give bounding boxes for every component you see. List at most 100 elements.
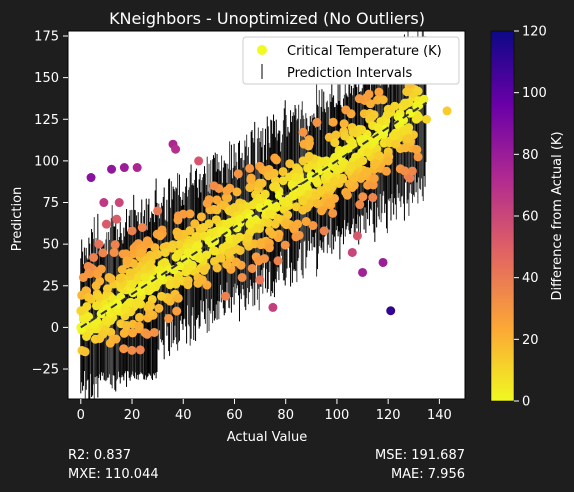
- data-point: [98, 248, 108, 258]
- data-point: [121, 249, 131, 259]
- data-point: [175, 261, 185, 271]
- data-point: [196, 212, 206, 222]
- data-point: [236, 203, 246, 213]
- data-point: [145, 260, 155, 270]
- data-point: [194, 156, 204, 166]
- data-point: [224, 248, 234, 258]
- x-axis-label: Actual Value: [227, 430, 308, 445]
- data-point: [194, 253, 204, 263]
- data-point: [95, 334, 105, 344]
- data-point: [340, 131, 350, 141]
- data-point: [281, 220, 291, 230]
- x-tick-label: 40: [175, 408, 192, 423]
- data-point: [102, 284, 112, 294]
- r2-metric: R2: 0.837: [68, 448, 132, 463]
- data-point: [311, 176, 321, 186]
- data-point: [132, 298, 142, 308]
- data-point: [337, 149, 347, 159]
- data-point: [216, 253, 226, 263]
- data-point: [145, 301, 155, 311]
- data-point: [243, 233, 253, 243]
- data-point: [127, 345, 137, 355]
- data-point: [301, 217, 311, 227]
- data-point: [185, 209, 195, 219]
- data-point: [218, 243, 228, 253]
- legend-point-marker: [257, 45, 267, 55]
- data-point: [217, 226, 227, 236]
- data-point: [403, 134, 413, 144]
- data-point: [263, 171, 273, 181]
- data-point: [111, 334, 121, 344]
- data-point: [378, 257, 388, 267]
- x-tick-label: 60: [226, 408, 243, 423]
- data-point: [413, 86, 423, 96]
- data-point: [178, 209, 188, 219]
- x-tick-label: 80: [277, 408, 294, 423]
- reference-line: [80, 101, 428, 329]
- data-point: [264, 243, 274, 253]
- data-point: [271, 181, 281, 191]
- y-tick-label: 150: [34, 71, 59, 86]
- data-point: [146, 284, 156, 294]
- data-point: [419, 94, 429, 104]
- data-point: [91, 301, 101, 311]
- data-point: [183, 247, 193, 257]
- data-point: [121, 320, 131, 330]
- y-tick-label: 125: [34, 113, 59, 128]
- data-point: [173, 231, 183, 241]
- data-point: [235, 214, 245, 224]
- data-point: [132, 163, 142, 173]
- colorbar-ticks: 0 20 40 60 80 100 120: [514, 25, 547, 410]
- data-point: [268, 229, 278, 239]
- data-point: [91, 281, 101, 291]
- data-point: [383, 156, 393, 166]
- data-point: [378, 95, 388, 105]
- data-point: [271, 201, 281, 211]
- data-point: [115, 273, 125, 283]
- data-point: [86, 173, 96, 183]
- legend-box: [242, 36, 460, 85]
- data-point: [256, 240, 266, 250]
- colorbar-tick-label: 20: [522, 333, 539, 348]
- data-point: [368, 193, 378, 203]
- data-point: [160, 247, 170, 257]
- plot-border: [67, 30, 466, 400]
- data-point: [291, 173, 301, 183]
- data-point: [190, 219, 200, 229]
- data-point: [233, 169, 243, 179]
- data-point: [145, 308, 155, 318]
- data-point: [270, 219, 280, 229]
- data-point: [222, 220, 232, 230]
- data-point: [358, 267, 368, 277]
- data-point: [149, 327, 159, 337]
- data-point: [322, 182, 332, 192]
- data-point: [301, 181, 311, 191]
- data-point: [382, 110, 392, 120]
- data-point: [165, 280, 175, 290]
- data-point: [204, 195, 214, 205]
- data-point: [78, 272, 88, 282]
- data-point: [128, 328, 138, 338]
- colorbar: [490, 30, 515, 402]
- data-point: [134, 321, 144, 331]
- data-point: [206, 228, 216, 238]
- data-point: [328, 208, 338, 218]
- data-point: [287, 179, 297, 189]
- colorbar-tick-label: 0: [522, 395, 530, 410]
- data-point: [312, 117, 322, 127]
- data-point: [341, 105, 351, 115]
- data-point: [247, 263, 257, 273]
- data-point: [372, 131, 382, 141]
- data-point: [157, 291, 167, 301]
- data-point: [294, 165, 304, 175]
- data-point: [142, 236, 152, 246]
- data-point: [342, 190, 352, 200]
- data-point: [388, 131, 398, 141]
- data-point: [339, 119, 349, 129]
- data-point: [107, 164, 117, 174]
- data-point: [197, 275, 207, 285]
- data-point: [154, 303, 164, 313]
- data-point: [110, 240, 120, 250]
- data-point: [119, 163, 129, 173]
- data-point: [80, 347, 90, 357]
